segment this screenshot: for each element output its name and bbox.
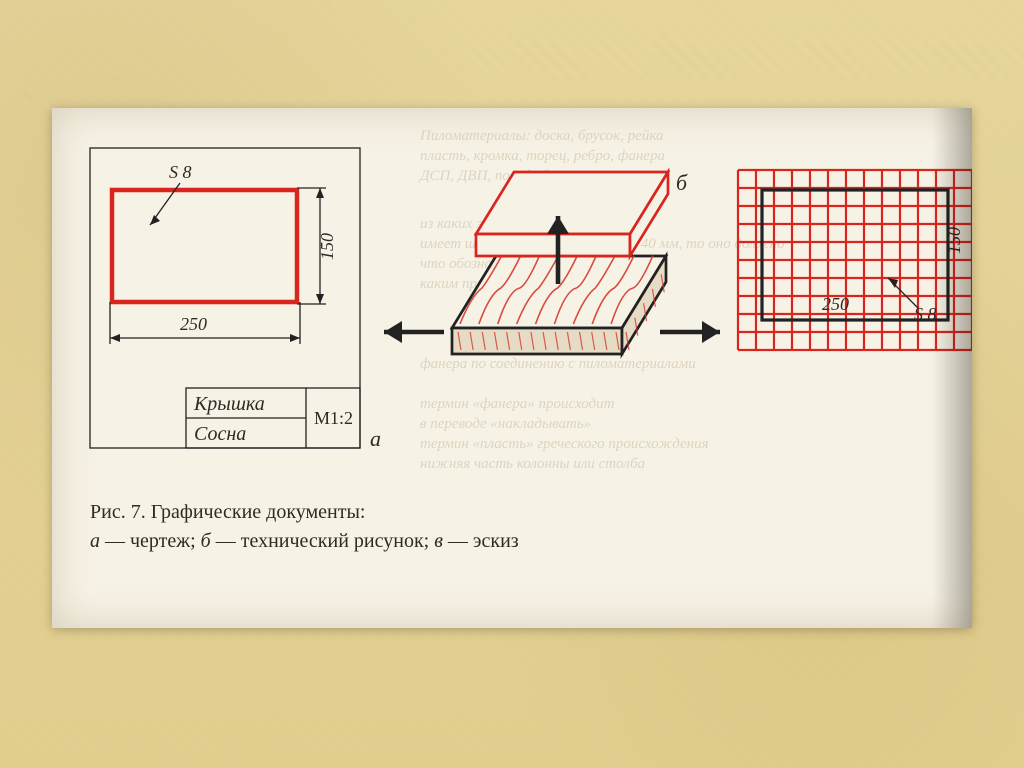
svg-text:250: 250 <box>180 314 207 334</box>
svg-text:в переводе «накладывать»: в переводе «накладывать» <box>420 416 591 432</box>
svg-text:Крышка: Крышка <box>193 393 265 415</box>
svg-text:S 8: S 8 <box>169 162 192 182</box>
svg-text:М1:2: М1:2 <box>314 408 353 428</box>
svg-text:150: 150 <box>944 227 964 254</box>
svg-text:пласть, кромка, торец, ребро,: пласть, кромка, торец, ребро, фанера <box>420 148 665 164</box>
svg-text:термин «пласть» греческого про: термин «пласть» греческого происхождения <box>420 436 709 452</box>
svg-text:Сосна: Сосна <box>194 423 246 445</box>
svg-text:нижняя часть колонны или столб: нижняя часть колонны или столба <box>420 456 645 472</box>
caption-line-2: а — чертеж; б — технический рисунок; в —… <box>90 527 519 556</box>
papyrus-background: Пиломатериалы: доска, брусок, рейка пласт… <box>0 0 1024 768</box>
svg-text:б: б <box>676 170 688 195</box>
svg-text:S 8: S 8 <box>914 304 937 324</box>
svg-text:150: 150 <box>317 233 337 260</box>
svg-text:а: а <box>370 426 381 451</box>
svg-text:фанера по соединению с пиломат: фанера по соединению с пиломатериалами <box>420 356 696 372</box>
caption-line-1: Рис. 7. Графические документы: <box>90 498 519 527</box>
svg-text:Пиломатериалы: доска, брусок,: Пиломатериалы: доска, брусок, рейка <box>419 128 664 144</box>
textbook-page: Пиломатериалы: доска, брусок, рейка пласт… <box>52 108 972 628</box>
svg-text:250: 250 <box>822 294 849 314</box>
figure-caption: Рис. 7. Графические документы:а — чертеж… <box>90 498 519 556</box>
svg-text:термин «фанера» происходит: термин «фанера» происходит <box>420 396 615 412</box>
